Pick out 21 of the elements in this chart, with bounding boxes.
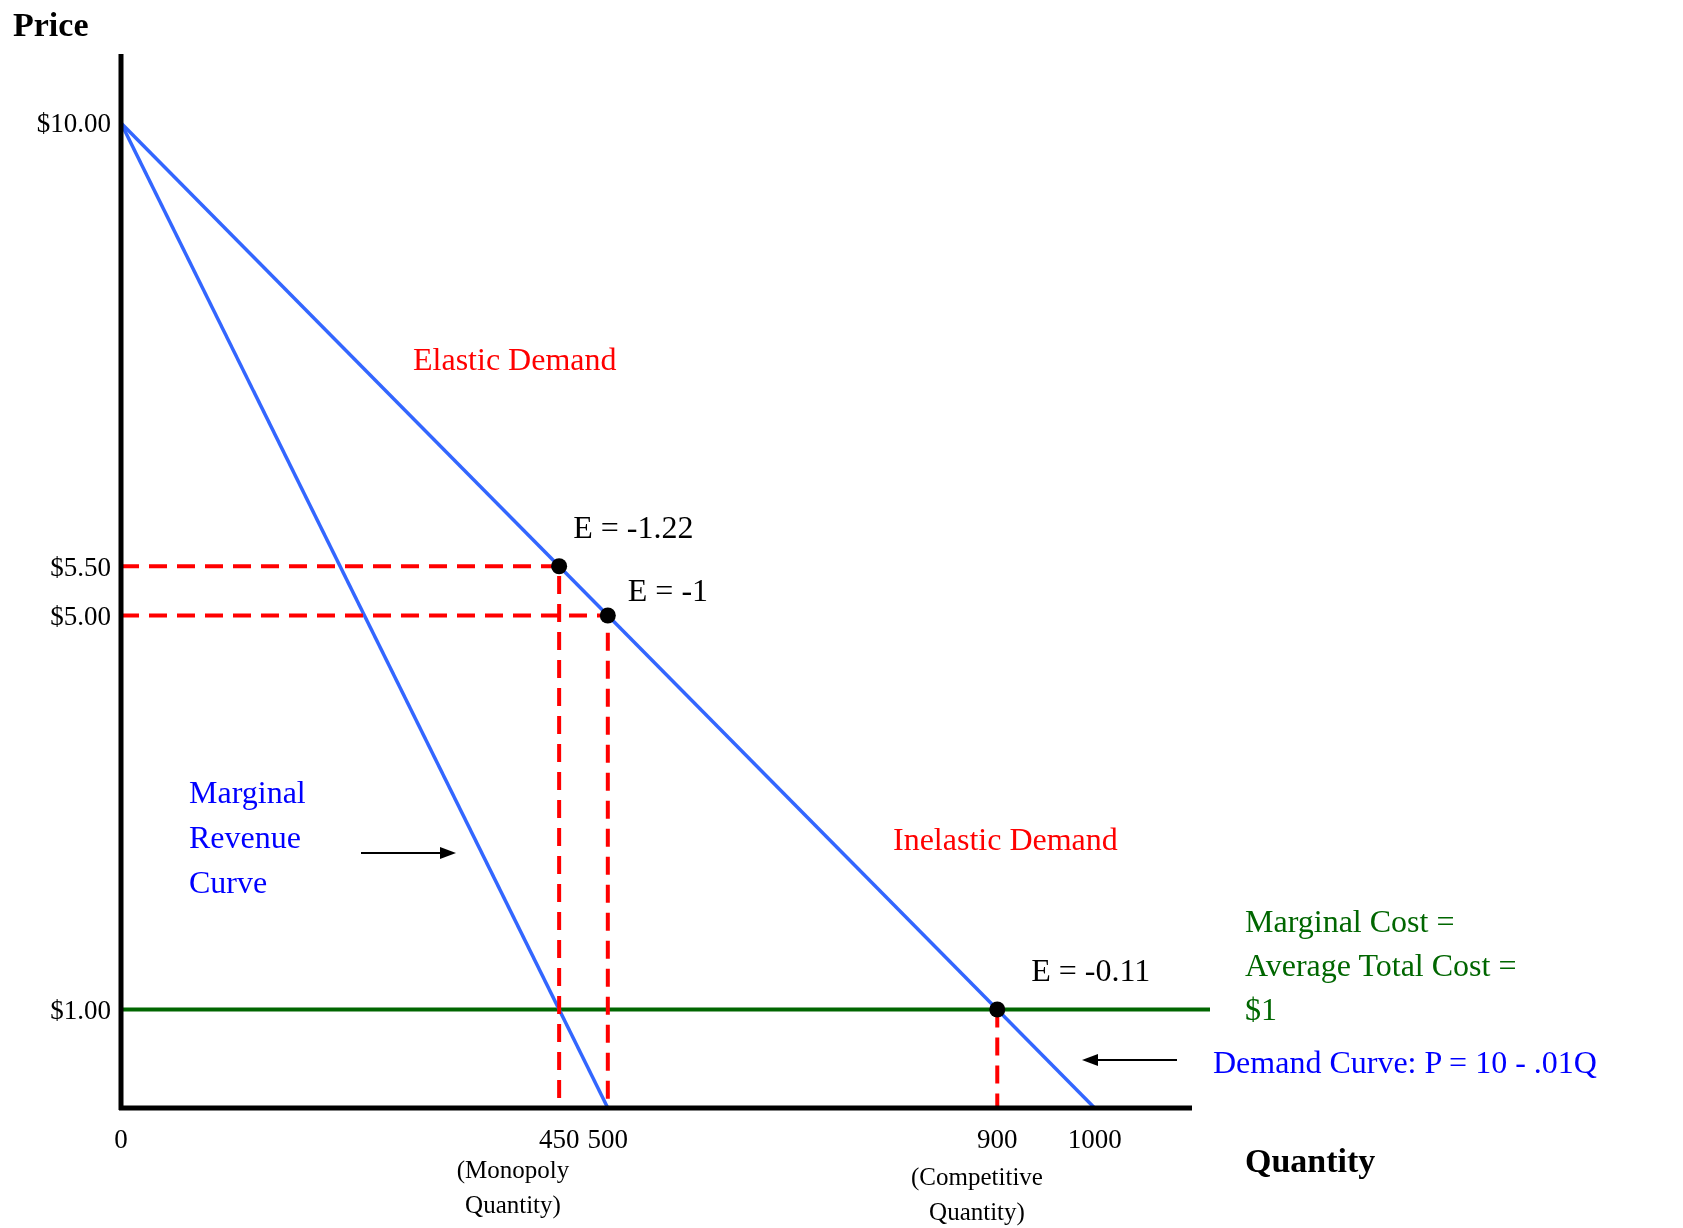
annotation: E = -1.22 (573, 509, 694, 546)
x-tick-label: 450 (538, 1124, 580, 1154)
y-tick-label: $1.00 (50, 994, 111, 1025)
x-axis-title: Quantity (1245, 1142, 1376, 1179)
annotation: Marginal Revenue Curve (189, 774, 306, 900)
annotation: E = -1 (627, 572, 709, 609)
annotation: Elastic Demand (413, 341, 617, 377)
x-tick-label: 900 (977, 1124, 1018, 1154)
text: Marginal Cost = Average Total Cost = $1 (1245, 903, 1517, 1027)
y-tick-label: $5.50 (50, 551, 111, 582)
annotation: E = -0.11 (1031, 952, 1151, 989)
y-tick-label: $5.00 (50, 600, 111, 631)
y-tick-label: $10.00 (36, 108, 111, 139)
text: Demand Curve: P = 10 - .01Q (1213, 1044, 1597, 1080)
x-tick-label: 500 (587, 1124, 629, 1154)
x-tick-label: 0 (114, 1124, 128, 1154)
text: (Monopoly Quantity) (456, 1156, 570, 1219)
annotation: Inelastic Demand (893, 821, 1118, 857)
y-axis-title: Price (13, 6, 89, 43)
text: (Competitive Quantity) (911, 1163, 1043, 1226)
x-tick-label: 1000 (1067, 1124, 1122, 1154)
